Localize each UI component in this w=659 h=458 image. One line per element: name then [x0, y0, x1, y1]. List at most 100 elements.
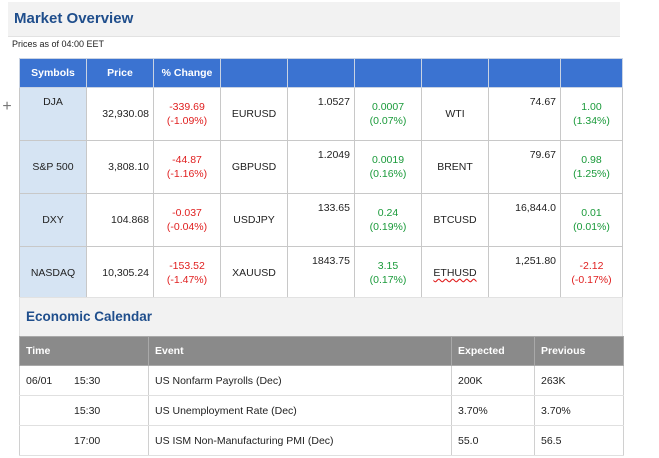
- time-cell: 15:30: [19, 395, 149, 426]
- fx-price-cell: 1843.75: [287, 246, 355, 300]
- commodity-change-cell: 0.01 (0.01%): [560, 193, 623, 247]
- header-event: Event: [148, 336, 452, 366]
- commodity-symbol-cell[interactable]: BRENT: [421, 140, 489, 194]
- economic-calendar-title: Economic Calendar: [26, 309, 153, 324]
- fx-price-cell: 1.2049: [287, 140, 355, 194]
- change-value: 0.24: [377, 207, 399, 219]
- calendar-header-row: Time Event Expected Previous: [19, 336, 624, 366]
- symbol-cell[interactable]: NASDAQ: [19, 246, 87, 300]
- commodity-symbol-cell[interactable]: BTCUSD: [421, 193, 489, 247]
- change-percent: (0.17%): [369, 274, 407, 286]
- change-percent: (0.19%): [369, 221, 407, 233]
- header-symbols: Symbols: [19, 58, 87, 88]
- event-cell: US ISM Non-Manufacturing PMI (Dec): [148, 425, 452, 456]
- header-change: % Change: [153, 58, 221, 88]
- commodity-price-cell: 74.67: [488, 87, 561, 141]
- commodity-symbol-cell[interactable]: ETHUSD: [421, 246, 489, 300]
- market-table-header-row: Symbols Price % Change: [19, 58, 623, 88]
- change-value: 0.98: [581, 154, 602, 166]
- date-text: [26, 435, 74, 447]
- ethusd-symbol[interactable]: ETHUSD: [433, 267, 477, 279]
- price-cell: 10,305.24: [86, 246, 154, 300]
- table-row: S&P 500 3,808.10 -44.87 (-1.16%) GBPUSD 1…: [19, 140, 623, 194]
- symbol-cell[interactable]: DXY: [19, 193, 87, 247]
- fx-symbol-cell[interactable]: GBPUSD: [220, 140, 288, 194]
- expected-cell: 200K: [451, 365, 535, 396]
- fx-change-cell: 0.0019 (0.16%): [354, 140, 422, 194]
- time-text: 17:00: [74, 434, 101, 447]
- date-text: [26, 405, 74, 417]
- previous-cell: 3.70%: [534, 395, 624, 426]
- change-percent: (0.16%): [369, 168, 407, 180]
- fx-symbol-cell[interactable]: EURUSD: [220, 87, 288, 141]
- table-row: NASDAQ 10,305.24 -153.52 (-1.47%) XAUUSD …: [19, 246, 623, 300]
- change-percent: (0.01%): [573, 221, 610, 233]
- commodity-price-cell: 79.67: [488, 140, 561, 194]
- prices-as-of-text: Prices as of 04:00 EET: [12, 39, 105, 49]
- previous-cell: 56.5: [534, 425, 624, 456]
- market-overview-table: Symbols Price % Change DJA 32,930.08 -33…: [19, 58, 623, 300]
- table-row: DXY 104.868 -0.037 (-0.04%) USDJPY 133.65…: [19, 193, 623, 247]
- header-empty: [421, 58, 489, 88]
- header-price: Price: [86, 58, 154, 88]
- commodity-price-cell: 1,251.80: [488, 246, 561, 300]
- change-percent: (-1.09%): [166, 115, 208, 127]
- fx-symbol-cell[interactable]: USDJPY: [220, 193, 288, 247]
- change-percent: (-1.47%): [166, 274, 208, 286]
- price-cell: 32,930.08: [86, 87, 154, 141]
- change-value: 1.00: [581, 101, 602, 113]
- change-value: 0.0019: [371, 154, 405, 166]
- change-percent: (-0.04%): [166, 221, 208, 233]
- previous-cell: 263K: [534, 365, 624, 396]
- header-expected: Expected: [451, 336, 535, 366]
- change-value: -2.12: [579, 260, 604, 272]
- table-row: 17:00 US ISM Non-Manufacturing PMI (Dec)…: [19, 425, 624, 456]
- change-percent: (-0.17%): [571, 274, 612, 286]
- commodity-change-cell: -2.12 (-0.17%): [560, 246, 623, 300]
- commodity-symbol-cell[interactable]: WTI: [421, 87, 489, 141]
- fx-change-cell: 0.0007 (0.07%): [354, 87, 422, 141]
- change-percent: (1.34%): [573, 115, 610, 127]
- time-cell: 17:00: [19, 425, 149, 456]
- header-empty: [488, 58, 561, 88]
- price-cell: 3,808.10: [86, 140, 154, 194]
- table-row: DJA 32,930.08 -339.69 (-1.09%) EURUSD 1.0…: [19, 87, 623, 141]
- event-cell: US Unemployment Rate (Dec): [148, 395, 452, 426]
- expected-cell: 3.70%: [451, 395, 535, 426]
- change-cell: -44.87 (-1.16%): [153, 140, 221, 194]
- header-empty: [220, 58, 288, 88]
- change-value: -339.69: [169, 101, 205, 113]
- change-percent: (-1.16%): [166, 168, 208, 180]
- change-value: -44.87: [172, 154, 202, 166]
- fx-change-cell: 3.15 (0.17%): [354, 246, 422, 300]
- table-row: 15:30 US Unemployment Rate (Dec) 3.70% 3…: [19, 395, 624, 426]
- change-cell: -153.52 (-1.47%): [153, 246, 221, 300]
- fx-symbol-cell[interactable]: XAUUSD: [220, 246, 288, 300]
- change-percent: (1.25%): [573, 168, 610, 180]
- change-value: 0.01: [581, 207, 602, 219]
- header-empty: [287, 58, 355, 88]
- commodity-price-cell: 16,844.0: [488, 193, 561, 247]
- change-value: -0.037: [172, 207, 202, 219]
- event-cell: US Nonfarm Payrolls (Dec): [148, 365, 452, 396]
- fx-change-cell: 0.24 (0.19%): [354, 193, 422, 247]
- symbol-cell[interactable]: S&P 500: [19, 140, 87, 194]
- expected-cell: 55.0: [451, 425, 535, 456]
- market-overview-title: Market Overview: [14, 10, 134, 27]
- change-cell: -0.037 (-0.04%): [153, 193, 221, 247]
- fx-price-cell: 1.0527: [287, 87, 355, 141]
- symbol-cell[interactable]: DJA: [19, 87, 87, 141]
- time-text: 15:30: [74, 374, 101, 387]
- header-previous: Previous: [534, 336, 624, 366]
- market-overview-header: Market Overview: [8, 2, 620, 37]
- plus-icon[interactable]: +: [2, 98, 12, 115]
- change-value: 0.0007: [371, 101, 405, 113]
- commodity-change-cell: 0.98 (1.25%): [560, 140, 623, 194]
- economic-calendar-header: Economic Calendar: [19, 297, 623, 336]
- change-value: -153.52: [169, 260, 205, 272]
- change-value: 3.15: [377, 260, 399, 272]
- commodity-change-cell: 1.00 (1.34%): [560, 87, 623, 141]
- date-text: 06/01: [26, 374, 53, 387]
- table-row: 06/01 15:30 US Nonfarm Payrolls (Dec) 200…: [19, 365, 624, 396]
- header-time: Time: [19, 336, 149, 366]
